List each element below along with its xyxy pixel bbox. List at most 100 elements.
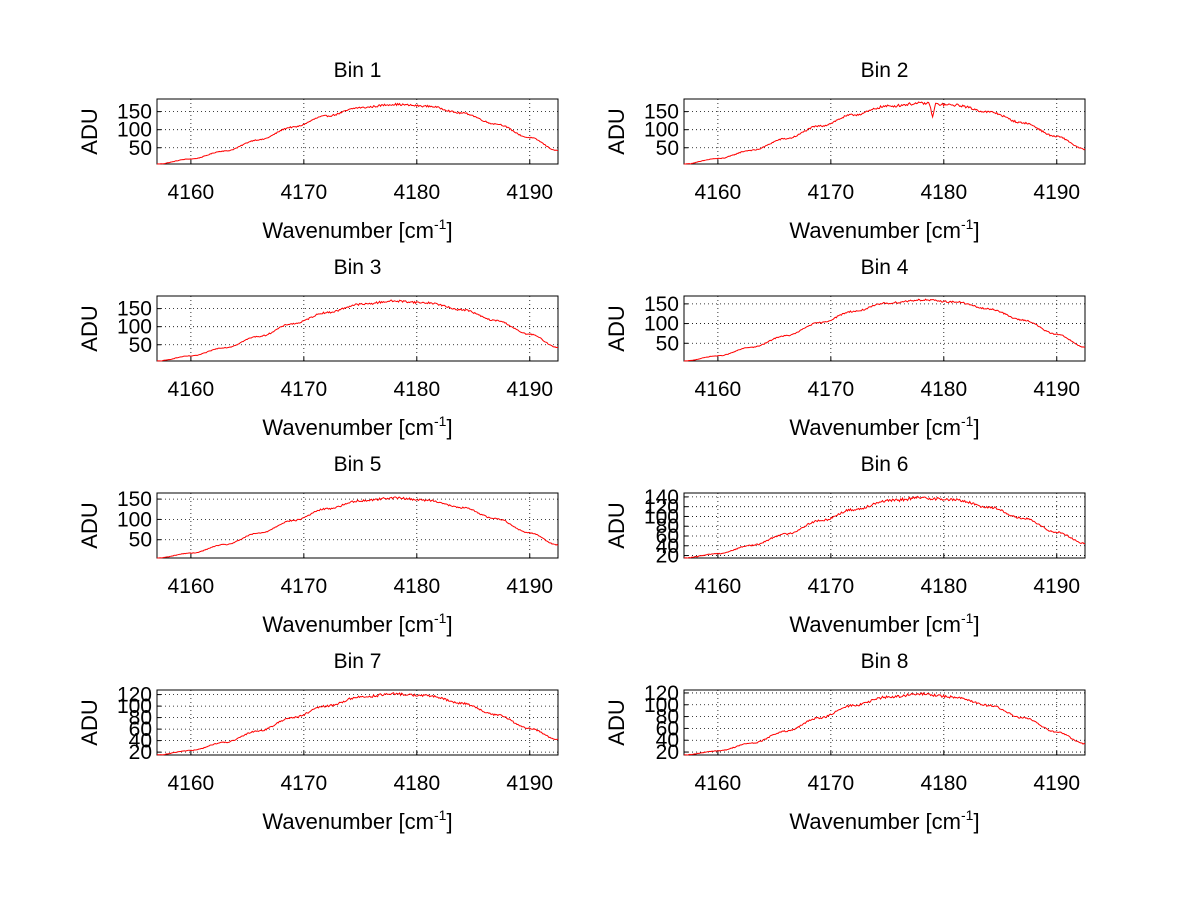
y-tick-label: 120: [117, 684, 152, 707]
x-tick-label: 4190: [506, 378, 553, 401]
x-tick-label: 4180: [920, 575, 967, 598]
x-tick-label: 4190: [1033, 181, 1080, 204]
axes-title: Bin 8: [861, 650, 909, 673]
x-axis-label: Wavenumber [cm-1]: [262, 610, 452, 637]
y-tick-label: 150: [117, 101, 152, 124]
axes-frame: [683, 689, 1086, 756]
y-tick-label: 50: [129, 137, 152, 160]
y-tick-label: 100: [644, 313, 679, 336]
x-tick-label: 4190: [506, 575, 553, 598]
y-tick-label: 100: [117, 508, 152, 531]
x-tick-label: 4170: [280, 575, 327, 598]
y-tick-label: 60: [129, 718, 152, 741]
x-axis-label: Wavenumber [cm-1]: [789, 413, 979, 440]
x-tick-label: 4180: [393, 772, 440, 795]
x-tick-label: 4180: [920, 378, 967, 401]
x-axis-label: Wavenumber [cm-1]: [789, 610, 979, 637]
y-tick-label: 150: [117, 298, 152, 321]
x-tick-label: 4190: [506, 181, 553, 204]
y-tick-label: 100: [117, 119, 152, 142]
y-tick-label: 50: [129, 529, 152, 552]
axes-title: Bin 2: [861, 59, 909, 82]
series-line: [683, 298, 1086, 362]
y-tick-label: 150: [644, 101, 679, 124]
x-tick-label: 4190: [1033, 575, 1080, 598]
series-line: [156, 692, 559, 756]
x-tick-label: 4160: [168, 378, 215, 401]
axes-frame: [683, 492, 1086, 559]
y-tick-label: 40: [656, 535, 679, 558]
axes-title: Bin 1: [334, 59, 382, 82]
y-tick-label: 140: [644, 486, 679, 509]
x-axis-label: Wavenumber [cm-1]: [262, 807, 452, 834]
x-tick-label: 4170: [807, 181, 854, 204]
y-tick-label: 50: [656, 137, 679, 160]
y-tick-label: 80: [129, 707, 152, 730]
x-tick-label: 4170: [807, 378, 854, 401]
y-axis-label: ADU: [604, 108, 629, 154]
axes-title: Bin 7: [334, 650, 382, 673]
x-tick-label: 4160: [695, 772, 742, 795]
y-tick-label: 20: [656, 741, 679, 764]
axes-title: Bin 6: [861, 453, 909, 476]
series-line: [156, 102, 559, 165]
y-tick-label: 80: [656, 515, 679, 538]
x-tick-label: 4160: [168, 575, 215, 598]
y-tick-label: 150: [117, 488, 152, 511]
series-line: [683, 495, 1086, 559]
axes-title: Bin 5: [334, 453, 382, 476]
y-axis-label: ADU: [77, 699, 102, 745]
x-axis-label: Wavenumber [cm-1]: [789, 216, 979, 243]
y-tick-label: 100: [644, 119, 679, 142]
series-line: [683, 101, 1086, 165]
x-axis-label: Wavenumber [cm-1]: [789, 807, 979, 834]
x-tick-label: 4160: [168, 181, 215, 204]
y-tick-label: 120: [644, 682, 679, 705]
x-tick-label: 4190: [1033, 772, 1080, 795]
x-tick-label: 4170: [807, 772, 854, 795]
axes-frame: [156, 492, 559, 559]
y-tick-label: 40: [656, 729, 679, 752]
series-line: [683, 691, 1086, 756]
axes-frame: [683, 98, 1086, 165]
x-tick-label: 4180: [920, 181, 967, 204]
y-axis-label: ADU: [604, 699, 629, 745]
x-tick-label: 4180: [393, 181, 440, 204]
x-tick-label: 4180: [920, 772, 967, 795]
y-axis-label: ADU: [604, 305, 629, 351]
y-tick-label: 120: [644, 496, 679, 519]
y-axis-label: ADU: [77, 502, 102, 548]
series-line: [156, 299, 559, 362]
x-tick-label: 4160: [695, 575, 742, 598]
axes-frame: [156, 295, 559, 362]
x-axis-label: Wavenumber [cm-1]: [262, 413, 452, 440]
x-tick-label: 4190: [1033, 378, 1080, 401]
y-tick-label: 100: [644, 694, 679, 717]
x-tick-label: 4170: [280, 378, 327, 401]
y-tick-label: 20: [656, 545, 679, 568]
y-tick-label: 60: [656, 717, 679, 740]
x-tick-label: 4190: [506, 772, 553, 795]
axes-frame: [156, 689, 559, 756]
series-line: [156, 496, 559, 559]
y-tick-label: 100: [117, 316, 152, 339]
x-tick-label: 4160: [168, 772, 215, 795]
x-tick-label: 4180: [393, 575, 440, 598]
x-tick-label: 4170: [280, 181, 327, 204]
y-axis-label: ADU: [77, 305, 102, 351]
y-tick-label: 20: [129, 741, 152, 764]
y-tick-label: 150: [644, 293, 679, 316]
x-axis-label: Wavenumber [cm-1]: [262, 216, 452, 243]
y-tick-label: 80: [656, 706, 679, 729]
y-axis-label: ADU: [77, 108, 102, 154]
